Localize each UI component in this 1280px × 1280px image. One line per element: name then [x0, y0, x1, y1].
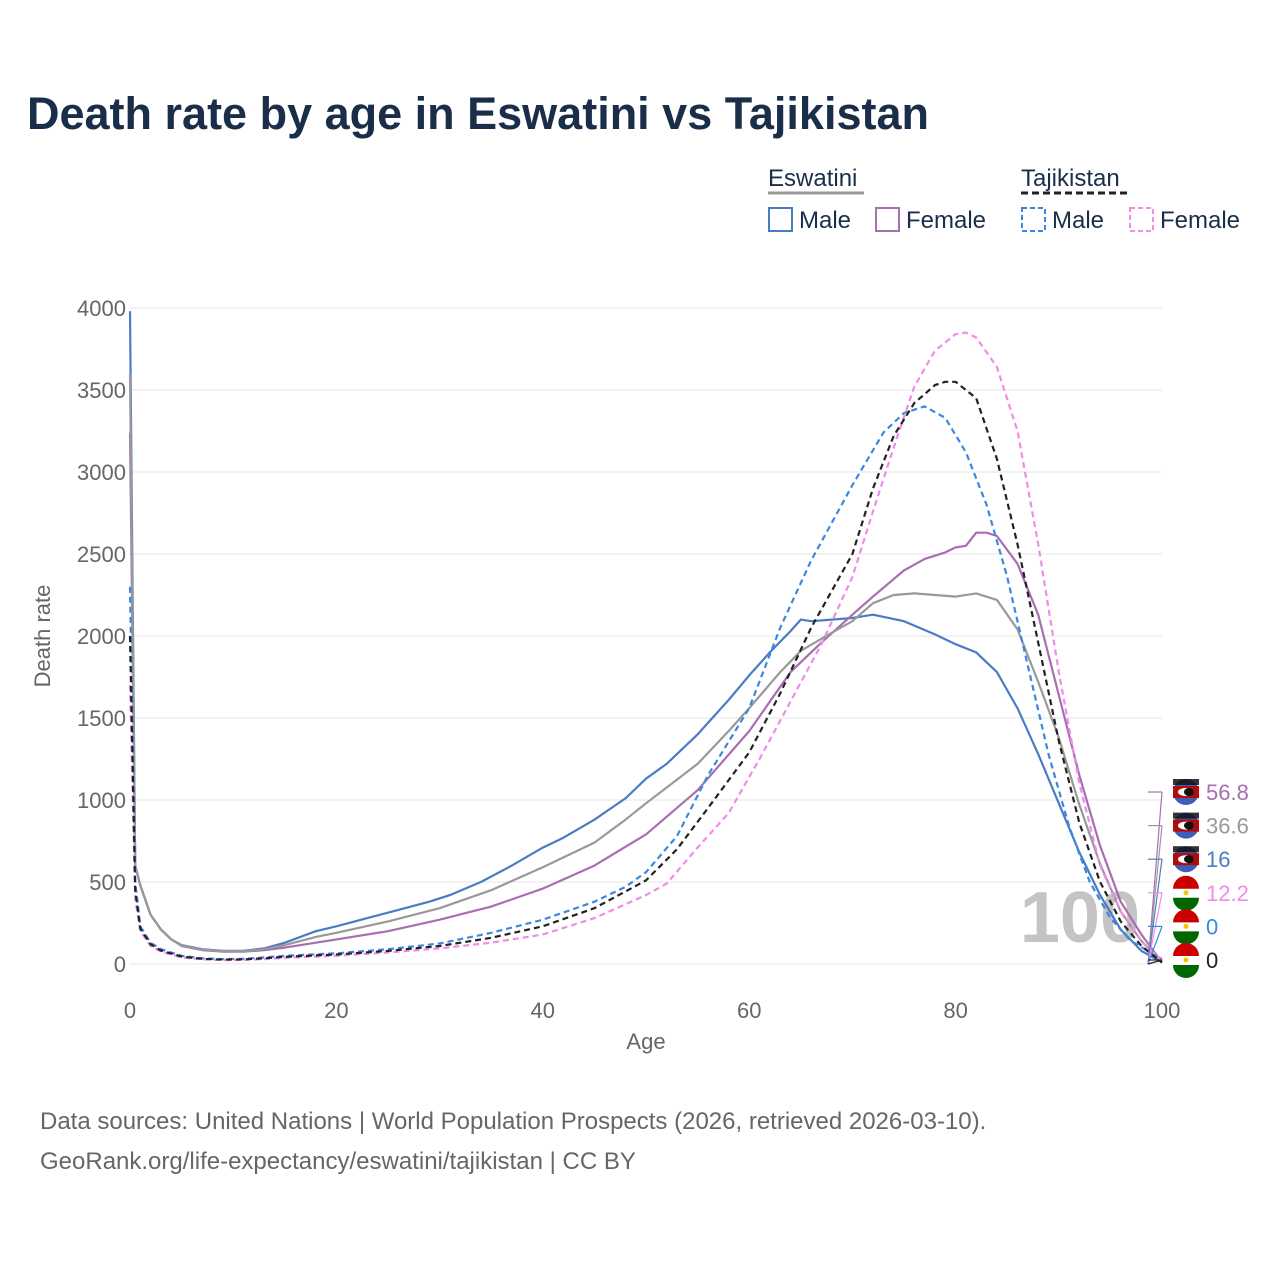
legend-label-eswatini-female: Female [906, 207, 986, 234]
end-value-label: 12.2 [1206, 881, 1249, 906]
x-tick-label: 100 [1144, 998, 1181, 1023]
series-line-eswatini-male [128, 311, 1163, 964]
legend-swatch-eswatini-male [768, 207, 793, 232]
end-value-label: 0 [1206, 948, 1218, 973]
end-value-label: 0 [1206, 914, 1218, 939]
y-tick-label: 2500 [77, 542, 126, 567]
x-tick-label: 0 [124, 998, 136, 1023]
y-tick-label: 3500 [77, 378, 126, 403]
legend-group-tajikistan: Tajikistan [1021, 165, 1120, 192]
end-value-label: 16 [1206, 847, 1230, 872]
x-tick-label: 20 [324, 998, 348, 1023]
x-axis-title: Age [626, 1029, 665, 1054]
series-line-tajikistan-female [128, 331, 1163, 962]
series-line-tajikistan-male [128, 405, 1163, 961]
x-tick-label: 60 [737, 998, 761, 1023]
legend-label-tajikistan-male: Male [1052, 207, 1104, 234]
y-tick-label: 1000 [77, 788, 126, 813]
legend-swatch-tajikistan-male [1021, 207, 1046, 232]
end-value-label: 36.6 [1206, 814, 1249, 839]
tajikistan-flag-icon [1173, 909, 1199, 945]
eswatini-flag-icon [1173, 779, 1199, 805]
source-line-1: Data sources: United Nations | World Pop… [40, 1108, 987, 1135]
y-tick-label: 2000 [77, 624, 126, 649]
series-line-tajikistan-total [128, 380, 1163, 964]
x-tick-label: 80 [943, 998, 967, 1023]
end-label-connector [1147, 825, 1163, 965]
eswatini-flag-icon [1173, 846, 1199, 873]
end-label-connector [1147, 892, 1163, 965]
legend-label-eswatini-male: Male [799, 207, 851, 234]
tajikistan-flag-icon [1173, 943, 1199, 978]
end-value-label: 56.8 [1206, 780, 1249, 805]
series-line-eswatini-female [128, 432, 1163, 964]
y-tick-label: 0 [114, 952, 126, 977]
y-tick-label: 3000 [77, 460, 126, 485]
end-label-connector [1147, 859, 1163, 965]
legend-swatch-eswatini-female [875, 207, 900, 232]
end-label-connector [1147, 926, 1163, 965]
y-tick-label: 1500 [77, 706, 126, 731]
x-tick-label: 40 [531, 998, 555, 1023]
y-tick-label: 4000 [77, 296, 126, 321]
year-watermark: 100 [1020, 878, 1140, 958]
eswatini-flag-icon [1173, 812, 1199, 839]
legend: Eswatini Male Female Tajikistan Male Fem… [768, 165, 1240, 234]
legend-group-eswatini: Eswatini [768, 165, 857, 192]
legend-label-tajikistan-female: Female [1160, 207, 1240, 234]
source-line-2: GeoRank.org/life-expectancy/eswatini/taj… [40, 1148, 636, 1175]
y-tick-label: 500 [89, 870, 126, 895]
end-label-connector [1147, 959, 1163, 965]
y-axis-title: Death rate [30, 585, 55, 688]
chart-title: Death rate by age in Eswatini vs Tajikis… [27, 88, 929, 139]
legend-swatch-tajikistan-female [1129, 207, 1154, 232]
series-line-eswatini-total [128, 373, 1163, 964]
tajikistan-flag-icon [1173, 875, 1199, 911]
